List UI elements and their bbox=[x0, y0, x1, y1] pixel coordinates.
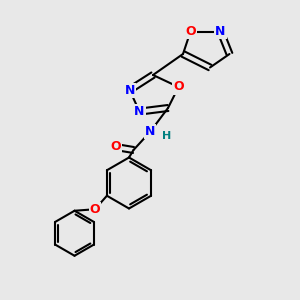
Text: O: O bbox=[110, 140, 121, 154]
Text: O: O bbox=[173, 80, 184, 94]
Text: O: O bbox=[185, 25, 196, 38]
Text: N: N bbox=[145, 125, 155, 139]
Text: H: H bbox=[162, 130, 171, 141]
Text: O: O bbox=[90, 203, 100, 216]
Text: N: N bbox=[124, 83, 135, 97]
Text: N: N bbox=[134, 105, 145, 118]
Text: N: N bbox=[215, 25, 226, 38]
